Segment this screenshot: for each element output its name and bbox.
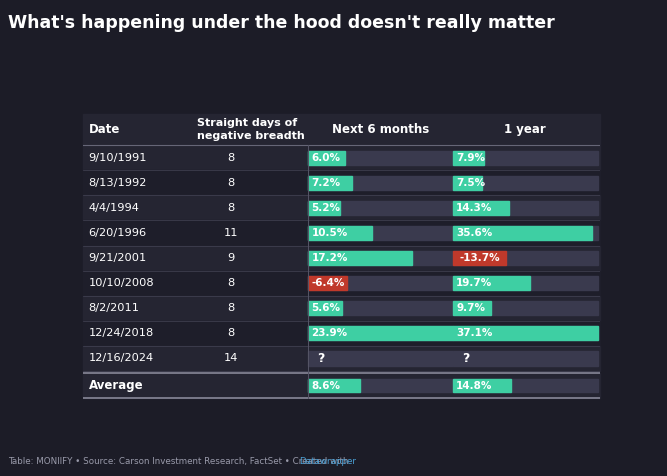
Bar xyxy=(308,301,342,315)
Text: 5.2%: 5.2% xyxy=(311,203,340,213)
Text: ?: ? xyxy=(462,352,470,365)
Bar xyxy=(453,276,530,290)
Text: 8/2/2011: 8/2/2011 xyxy=(89,303,139,313)
Bar xyxy=(308,327,453,340)
Text: ?: ? xyxy=(317,352,325,365)
Text: 1 year: 1 year xyxy=(504,123,546,136)
Bar xyxy=(308,150,345,165)
Bar xyxy=(453,226,592,240)
Text: 4/4/1994: 4/4/1994 xyxy=(89,203,139,213)
Bar xyxy=(453,251,598,265)
Text: Next 6 months: Next 6 months xyxy=(332,123,430,136)
Bar xyxy=(453,327,598,340)
Bar xyxy=(453,150,484,165)
Bar xyxy=(453,327,598,340)
Text: 10/10/2008: 10/10/2008 xyxy=(89,278,154,288)
Text: 8: 8 xyxy=(227,153,234,163)
Bar xyxy=(308,276,347,290)
Bar xyxy=(308,226,453,240)
Bar xyxy=(453,176,482,190)
Text: 23.9%: 23.9% xyxy=(311,328,348,338)
Bar xyxy=(308,150,453,165)
Text: 14.8%: 14.8% xyxy=(456,380,492,390)
Text: 8: 8 xyxy=(227,203,234,213)
Text: 5.6%: 5.6% xyxy=(311,303,340,313)
Bar xyxy=(308,201,340,215)
Text: 6.0%: 6.0% xyxy=(311,153,340,163)
Bar xyxy=(453,301,598,315)
Bar xyxy=(453,378,511,392)
Text: 12/16/2024: 12/16/2024 xyxy=(89,354,153,364)
Bar xyxy=(83,195,600,220)
Text: Datawrapper: Datawrapper xyxy=(299,456,356,466)
Text: 8/13/1992: 8/13/1992 xyxy=(89,178,147,188)
Text: 7.5%: 7.5% xyxy=(456,178,485,188)
Bar xyxy=(453,251,506,265)
Bar xyxy=(453,150,598,165)
Bar xyxy=(83,246,600,271)
Bar xyxy=(453,176,598,190)
Text: 37.1%: 37.1% xyxy=(456,328,492,338)
Text: 8: 8 xyxy=(227,328,234,338)
Text: 8: 8 xyxy=(227,278,234,288)
Bar xyxy=(83,296,600,321)
Bar xyxy=(308,251,412,265)
Text: 11: 11 xyxy=(223,228,238,238)
Text: 8.6%: 8.6% xyxy=(311,380,340,390)
Bar xyxy=(83,321,600,346)
Text: 9.7%: 9.7% xyxy=(456,303,485,313)
Bar xyxy=(308,351,453,366)
Bar xyxy=(308,301,453,315)
Text: 7.2%: 7.2% xyxy=(311,178,340,188)
Text: 9/10/1991: 9/10/1991 xyxy=(89,153,147,163)
Bar xyxy=(453,201,598,215)
Text: 14.3%: 14.3% xyxy=(456,203,492,213)
Bar xyxy=(83,373,600,398)
Bar xyxy=(308,327,453,340)
Bar xyxy=(83,145,600,170)
Bar xyxy=(453,351,598,366)
Text: What's happening under the hood doesn't really matter: What's happening under the hood doesn't … xyxy=(8,14,555,32)
Text: 14: 14 xyxy=(223,354,238,364)
Bar xyxy=(83,114,600,145)
Bar xyxy=(453,201,509,215)
Text: -6.4%: -6.4% xyxy=(311,278,345,288)
Bar xyxy=(308,276,453,290)
Bar xyxy=(308,176,453,190)
Bar xyxy=(453,276,598,290)
Bar xyxy=(453,301,491,315)
Text: Table: MONIIFY • Source: Carson Investment Research, FactSet • Created with: Table: MONIIFY • Source: Carson Investme… xyxy=(8,456,352,466)
Bar xyxy=(308,201,453,215)
Text: 10.5%: 10.5% xyxy=(311,228,348,238)
Bar xyxy=(83,346,600,371)
Text: 8: 8 xyxy=(227,303,234,313)
Bar xyxy=(83,271,600,296)
Bar xyxy=(308,176,352,190)
Text: Average: Average xyxy=(89,379,143,392)
Bar xyxy=(308,378,360,392)
Text: 7.9%: 7.9% xyxy=(456,153,485,163)
Bar xyxy=(453,378,598,392)
Text: 12/24/2018: 12/24/2018 xyxy=(89,328,154,338)
Text: 19.7%: 19.7% xyxy=(456,278,492,288)
Text: 8: 8 xyxy=(227,178,234,188)
Text: 6/20/1996: 6/20/1996 xyxy=(89,228,147,238)
Bar xyxy=(308,378,453,392)
Text: -13.7%: -13.7% xyxy=(460,253,500,263)
Text: Date: Date xyxy=(89,123,120,136)
Text: 17.2%: 17.2% xyxy=(311,253,348,263)
Bar xyxy=(83,170,600,195)
Bar xyxy=(83,220,600,246)
Bar xyxy=(308,251,453,265)
Bar xyxy=(308,226,372,240)
Text: 9/21/2001: 9/21/2001 xyxy=(89,253,147,263)
Text: Straight days of
negative breadth: Straight days of negative breadth xyxy=(197,119,305,141)
Text: 9: 9 xyxy=(227,253,234,263)
Bar xyxy=(453,226,598,240)
Text: 35.6%: 35.6% xyxy=(456,228,492,238)
